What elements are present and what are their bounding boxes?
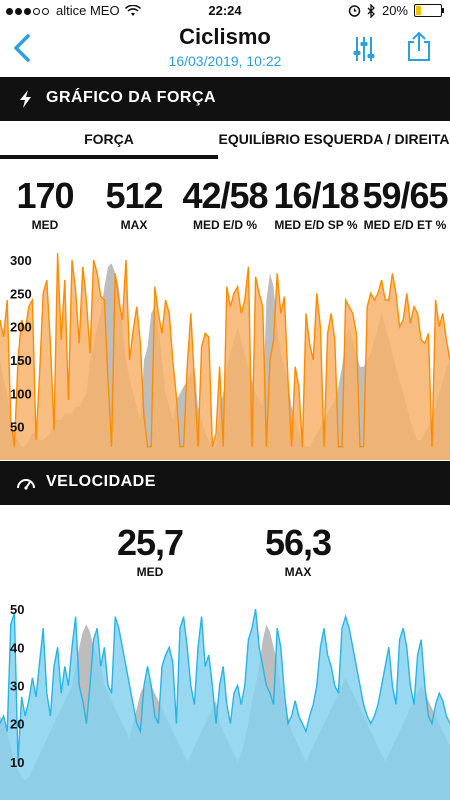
tab-balance-left-right[interactable]: EQUILÍBRIO ESQUERDA / DIREITA xyxy=(218,131,450,147)
active-tab-indicator xyxy=(0,155,218,159)
speed-y-tick-label: 10 xyxy=(10,755,24,770)
stat-label: MAX xyxy=(120,218,148,232)
alarm-icon xyxy=(348,5,361,17)
speed-series-line xyxy=(0,608,450,762)
stat-label: MED E/D SP % xyxy=(274,218,358,232)
speedometer-icon xyxy=(17,479,35,490)
power-series-line xyxy=(0,253,450,448)
battery-percent: 20% xyxy=(381,3,408,18)
stat-value: 42/58 xyxy=(182,175,268,216)
status-bar: altice MEO 22:24 20% xyxy=(0,0,450,22)
speed-section-title: VELOCIDADE xyxy=(46,473,156,490)
page-title: Ciclismo xyxy=(179,24,271,49)
tab-force[interactable]: FORÇA xyxy=(84,131,134,147)
stat-value: 512 xyxy=(105,175,163,216)
stat-speed-avg: 25,7 MED xyxy=(110,522,190,580)
battery-icon xyxy=(414,4,444,17)
bluetooth-icon xyxy=(367,3,375,18)
power-section-header: GRÁFICO DA FORÇA xyxy=(0,77,450,121)
signal-icon xyxy=(6,3,51,18)
stat-balance-sp: 16/18 MED E/D SP % xyxy=(270,175,362,233)
back-chevron-icon[interactable] xyxy=(10,30,36,66)
stat-label: MED E/D % xyxy=(192,218,257,232)
wifi-icon xyxy=(124,4,141,16)
share-icon[interactable] xyxy=(406,32,432,62)
stat-label: MED xyxy=(31,218,59,232)
stat-balance-et: 59/65 MED E/D ET % xyxy=(360,175,450,233)
carrier-label: altice MEO xyxy=(56,3,120,18)
filter-sliders-icon[interactable] xyxy=(352,36,376,62)
stat-power-max: 512 MAX xyxy=(94,175,174,233)
stat-value: 25,7 xyxy=(116,522,184,563)
stat-power-avg: 170 MED xyxy=(5,175,85,233)
stat-value: 59/65 xyxy=(362,175,448,216)
stat-value: 56,3 xyxy=(264,522,332,563)
speed-y-tick-label: 40 xyxy=(10,640,24,655)
clock: 22:24 xyxy=(208,3,242,18)
power-y-tick-label: 100 xyxy=(10,386,32,401)
page-subtitle-date: 16/03/2019, 10:22 xyxy=(168,53,282,69)
power-tabs: FORÇA EQUILÍBRIO ESQUERDA / DIREITA xyxy=(0,121,450,161)
speed-y-tick-label: 30 xyxy=(10,678,24,693)
lightning-icon xyxy=(20,90,31,108)
power-section-title: GRÁFICO DA FORÇA xyxy=(46,89,217,106)
power-y-tick-label: 150 xyxy=(10,353,32,368)
stat-label: MED xyxy=(136,565,164,579)
speed-y-tick-label: 50 xyxy=(10,602,24,617)
power-y-tick-label: 300 xyxy=(10,253,32,268)
stat-value: 16/18 xyxy=(273,175,359,216)
stat-speed-max: 56,3 MAX xyxy=(258,522,338,580)
stat-label: MAX xyxy=(284,565,312,579)
speed-section-header: VELOCIDADE xyxy=(0,461,450,505)
speed-y-tick-label: 20 xyxy=(10,717,24,732)
power-y-tick-label: 200 xyxy=(10,320,32,335)
speed-area-fill xyxy=(0,609,450,800)
power-chart: 50 100 150 200 250 300 xyxy=(0,253,450,460)
stat-value: 170 xyxy=(16,175,74,216)
nav-bar: Ciclismo 16/03/2019, 10:22 xyxy=(0,22,450,76)
stat-balance-avg: 42/58 MED E/D % xyxy=(178,175,272,233)
power-y-tick-label: 50 xyxy=(10,420,24,435)
speed-chart: 10 20 30 40 50 xyxy=(0,602,450,800)
power-y-tick-label: 250 xyxy=(10,286,32,301)
stat-label: MED E/D ET % xyxy=(363,218,447,232)
